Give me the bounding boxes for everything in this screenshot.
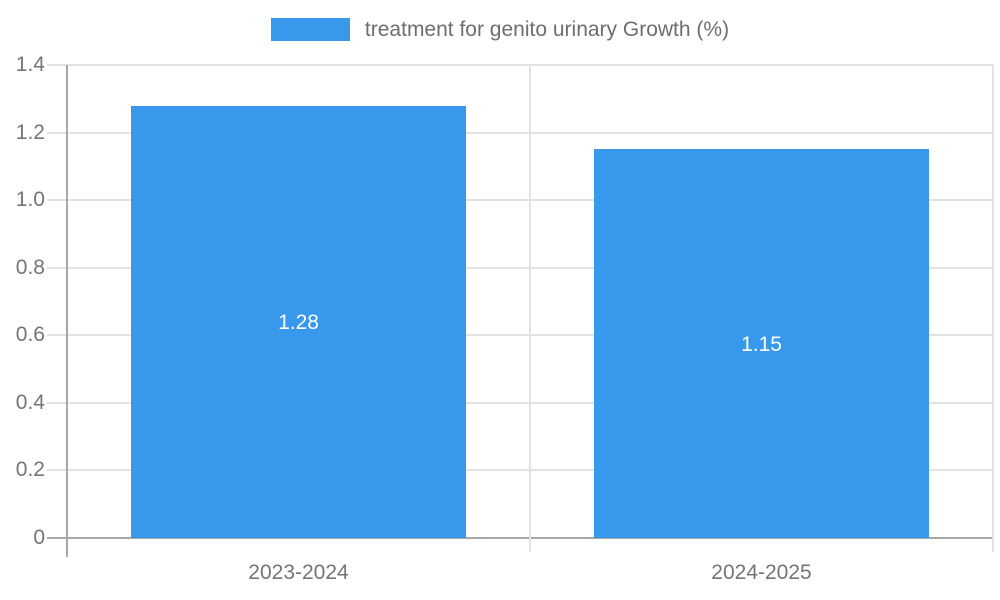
y-tick-label: 1.0 (15, 188, 45, 212)
bar-value-label: 1.15 (741, 332, 782, 356)
legend[interactable]: treatment for genito urinary Growth (%) (0, 17, 1000, 42)
bar[interactable] (594, 149, 929, 538)
y-gridline (47, 401, 993, 404)
y-gridline (47, 199, 993, 202)
y-tick-label: 0.2 (15, 458, 45, 482)
y-gridline (47, 334, 993, 337)
y-tick-label: 0 (33, 526, 45, 549)
bar[interactable] (131, 105, 466, 538)
plot-area: 1.28 1.15 0 0.2 0.4 0.6 0.8 1.0 1.2 1.4 2023-202… (16, 53, 994, 584)
y-tick-label: 1.4 (15, 53, 45, 76)
category-divider-line (992, 65, 994, 552)
y-tick-label: 0.4 (15, 390, 45, 414)
y-gridline (47, 266, 993, 269)
y-gridline (47, 469, 993, 472)
y-gridline (47, 64, 993, 66)
y-tick-label: 0.8 (15, 255, 45, 279)
y-tick-label: 0.6 (15, 323, 45, 347)
y-tick-label: 1.2 (15, 120, 45, 144)
x-tick-label: 2023-2024 (248, 561, 349, 584)
bar-value-label: 1.28 (278, 310, 319, 334)
x-tick-label: 2024-2025 (711, 561, 812, 584)
category-divider-line (529, 65, 531, 552)
legend-swatch-icon (270, 18, 350, 41)
legend-label: treatment for genito urinary Growth (%) (364, 18, 730, 41)
y-gridline (47, 131, 993, 134)
y-axis-line (66, 65, 68, 557)
x-axis-baseline (47, 537, 993, 539)
